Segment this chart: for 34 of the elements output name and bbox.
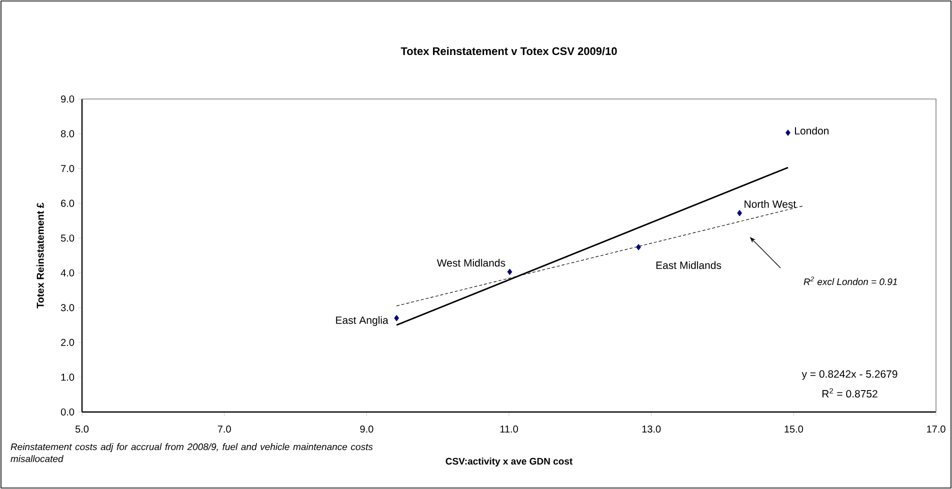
- x-tick-label: 9.0: [360, 426, 374, 433]
- x-tick-label: 5.0: [75, 426, 89, 433]
- data-label: North West: [744, 200, 796, 208]
- y-tick-label: 3.0: [60, 304, 74, 312]
- text: Reinstatement costs adj for accrual from 2008/9, fuel and vehicle maintenance costs misallocated: [10, 443, 373, 462]
- data-label: London: [795, 126, 829, 135]
- y-axis-title: Totex Reinstatement £: [36, 202, 44, 308]
- y-tick-label: 0.0: [60, 408, 74, 416]
- data-label: East Anglia: [336, 316, 388, 326]
- data-label: West Midlands: [436, 258, 506, 267]
- y-tick-label: 1.0: [61, 374, 74, 381]
- data-label: East Midlands: [656, 261, 722, 270]
- chart-title: Totex Reinstatement v Totex CSV 2009/10: [400, 46, 617, 56]
- annotation: R$^{2}$ excl London = 0.91: [804, 276, 897, 286]
- point: [636, 244, 641, 250]
- y-tick-label: 9.0: [61, 95, 74, 103]
- annotation: y = 0.8242x - 5.2679: [802, 370, 898, 380]
- y-tick-label: 6.0: [61, 200, 74, 207]
- annotation: R$^{2}$ = 0.8752: [822, 388, 878, 398]
- point: [786, 130, 790, 136]
- x-tick-label: 17.0: [927, 426, 946, 433]
- x-tick-label: 13.0: [642, 426, 661, 433]
- x-tick-label: 15.0: [784, 426, 804, 433]
- y-tick-label: 8.0: [61, 130, 74, 138]
- y-tick-label: 2.0: [61, 338, 74, 346]
- y-tick-label: 7.0: [61, 165, 74, 172]
- point: [507, 268, 512, 276]
- y-tick-label: 5.0: [60, 234, 74, 242]
- point: [394, 314, 400, 322]
- x-tick-label: 11.0: [500, 426, 518, 433]
- x-axis-title: CSV:activity x ave GDN cost: [446, 458, 572, 466]
- y-tick-label: 4.0: [60, 269, 74, 276]
- point: [737, 210, 742, 216]
- x-tick-label: 7.0: [218, 426, 231, 433]
